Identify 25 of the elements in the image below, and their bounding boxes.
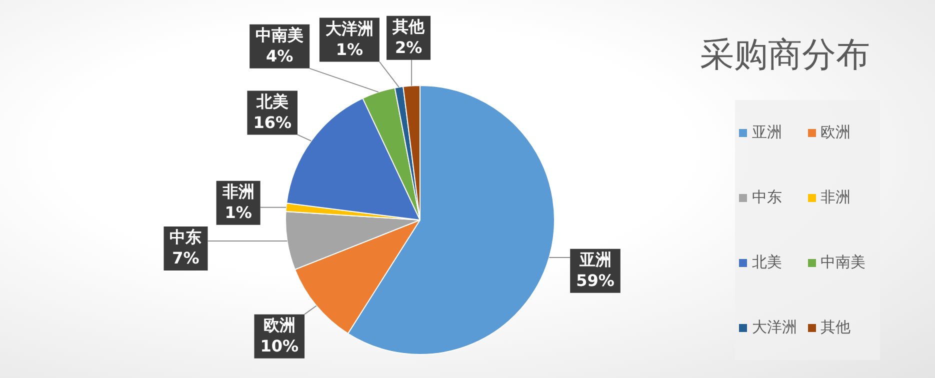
- data-label: 10%: [260, 336, 299, 356]
- data-label: 16%: [253, 112, 292, 132]
- slice-label: 中东: [170, 228, 202, 247]
- legend-label: 中东: [752, 188, 782, 207]
- legend-label: 其他: [820, 318, 850, 337]
- data-label: 1%: [224, 202, 252, 222]
- legend-label: 大洋洲: [752, 318, 797, 337]
- slice-label: 亚洲: [578, 250, 612, 270]
- legend-label: 非洲: [820, 188, 850, 207]
- slice-label: 大洋洲: [325, 18, 374, 38]
- slice-label: 欧洲: [263, 315, 296, 334]
- slice-label: 非洲: [221, 182, 254, 201]
- data-label: 4%: [266, 46, 294, 66]
- slice-label: 中南美: [256, 26, 304, 45]
- legend-label: 欧洲: [820, 123, 850, 142]
- slice-label: 其他: [392, 17, 426, 36]
- data-label: 1%: [336, 40, 364, 59]
- data-label: 59%: [576, 271, 614, 290]
- legend-label: 中南美: [820, 253, 866, 272]
- slice-label: 北美: [255, 92, 288, 111]
- legend-label: 北美: [752, 253, 782, 272]
- text: 采购商分布: [699, 34, 871, 77]
- data-label: 2%: [394, 38, 422, 58]
- legend-label: 亚洲: [752, 123, 782, 142]
- data-label: 7%: [172, 248, 200, 268]
